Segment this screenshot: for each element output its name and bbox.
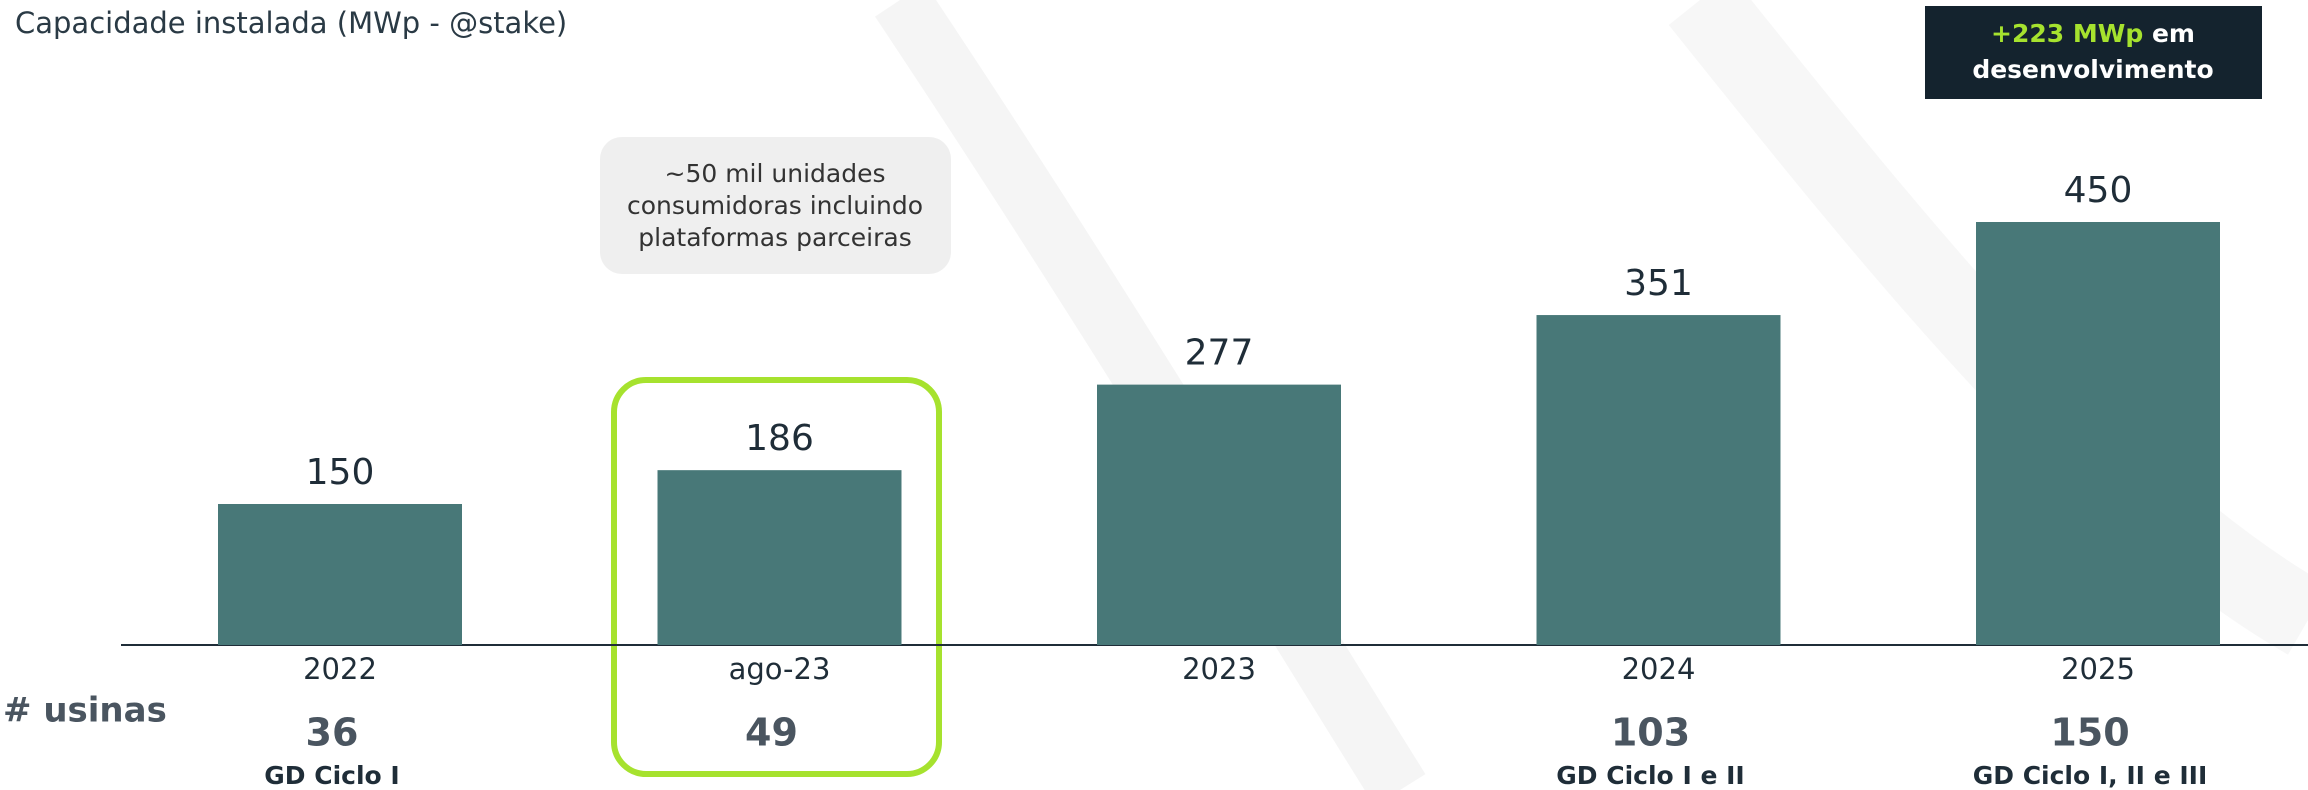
bar (1976, 222, 2220, 645)
value-label: 450 (2064, 170, 2133, 211)
chart-subtitle: Capacidade instalada (MWp - @stake) (15, 6, 567, 40)
bar (218, 504, 462, 645)
annotation-text: consumidoras incluindo (627, 191, 923, 220)
plants-note: GD Ciclo I e II (1556, 761, 1744, 790)
annotation-box (600, 137, 951, 274)
x-tick-label: 2022 (303, 652, 377, 686)
bar (1536, 315, 1781, 645)
plants-note: GD Ciclo I (264, 761, 399, 790)
bar (657, 470, 902, 645)
highlight-value: +223 MWp (1991, 19, 2143, 48)
x-tick-label: 2024 (1622, 652, 1696, 686)
plants-count: 150 (2050, 711, 2129, 755)
highlight-frame (611, 377, 942, 777)
value-label: 351 (1624, 263, 1693, 304)
x-tick-label: 2025 (2061, 652, 2135, 686)
plants-count: 103 (1611, 711, 1690, 755)
value-label: 150 (306, 452, 375, 493)
x-tick-label: ago-23 (729, 652, 831, 686)
x-tick-label: 2023 (1182, 652, 1256, 686)
plants-note: GD Ciclo I, II e III (1973, 761, 2208, 790)
bar (1097, 384, 1341, 645)
annotation-text: ~50 mil unidades (665, 159, 886, 188)
value-label: 186 (745, 418, 814, 459)
highlight-text: desenvolvimento (1972, 55, 2213, 84)
annotation-text: plataformas parceiras (638, 223, 911, 252)
highlight-word: em (2152, 19, 2195, 48)
plants-label: # usinas (3, 691, 167, 731)
highlight-text: +223 MWp em (1991, 19, 2195, 48)
value-label: 277 (1185, 333, 1254, 374)
plants-count: 49 (745, 711, 798, 755)
highlight-box (1925, 6, 2262, 99)
plants-count: 36 (306, 711, 359, 755)
